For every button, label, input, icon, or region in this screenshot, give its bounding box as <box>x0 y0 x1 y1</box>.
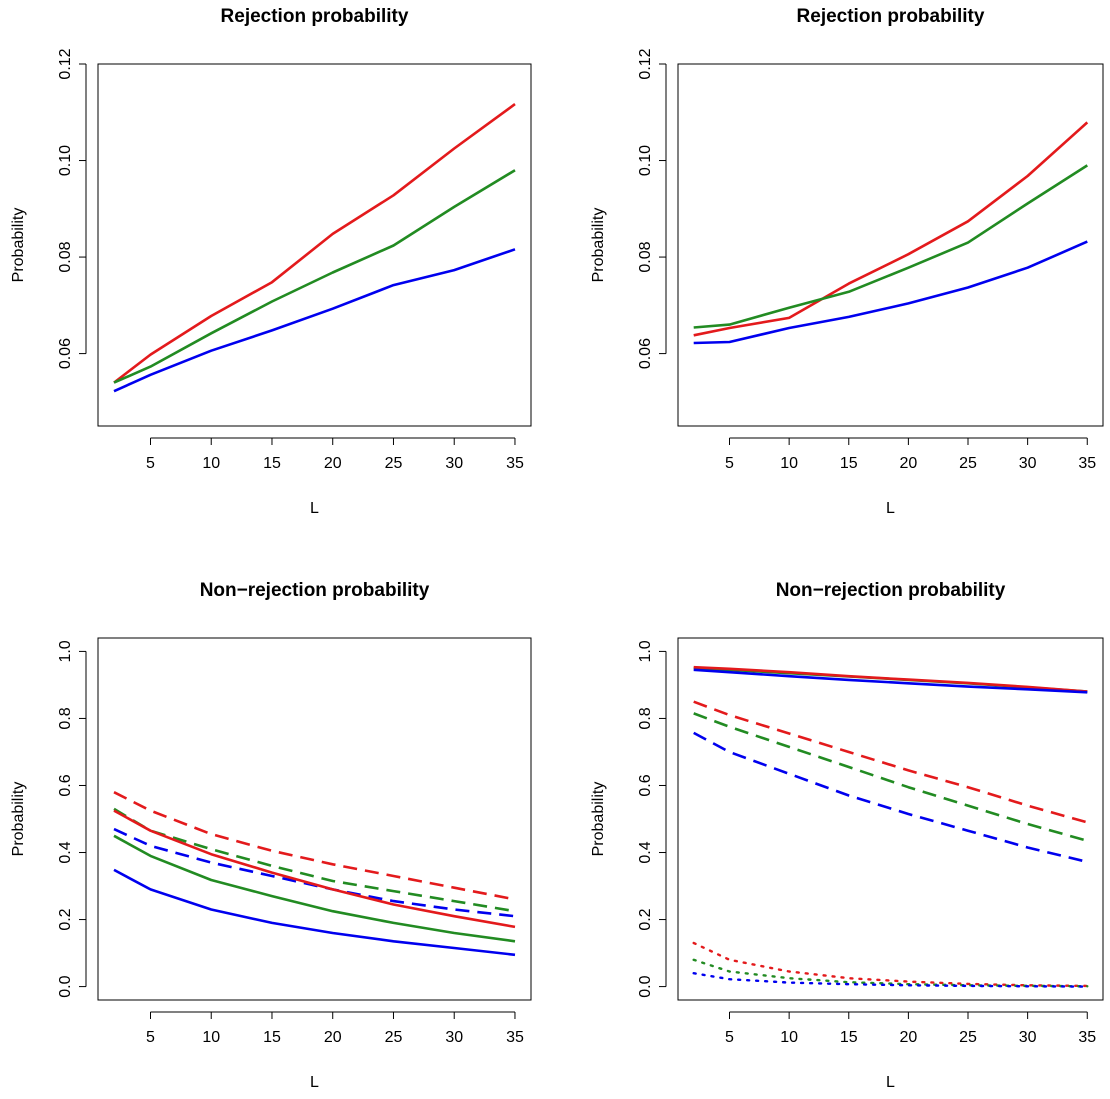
y-tick-label: 0.10 <box>637 145 654 176</box>
x-axis-label: L <box>310 500 319 517</box>
series-line-6-solid <box>113 868 516 957</box>
x-tick-label: 30 <box>445 1029 463 1046</box>
y-tick-label: 0.8 <box>637 707 654 729</box>
x-tick-label: 5 <box>146 1029 155 1046</box>
plot-frame <box>97 637 532 1001</box>
series-line-4-solid <box>113 809 516 929</box>
x-tick-label: 5 <box>725 1029 734 1046</box>
y-axis-label: Probability <box>590 782 607 857</box>
panel-title: Rejection probability <box>797 6 985 27</box>
x-axis-label: L <box>886 500 895 517</box>
panel-title: Rejection probability <box>221 6 409 27</box>
x-tick-label: 20 <box>899 455 917 472</box>
y-tick-label: 0.8 <box>57 707 74 729</box>
x-tick-label: 10 <box>202 455 220 472</box>
plot-frame <box>677 637 1104 1001</box>
y-tick-label: 0.0 <box>57 975 74 997</box>
series-line-2-solid <box>113 169 516 384</box>
y-tick-label: 0.10 <box>57 145 74 176</box>
x-tick-label: 5 <box>725 455 734 472</box>
panel-title: Non−rejection probability <box>776 580 1006 601</box>
x-tick-label: 30 <box>445 455 463 472</box>
x-tick-label: 15 <box>263 455 281 472</box>
x-tick-label: 20 <box>324 455 342 472</box>
y-axis-label: Probability <box>590 208 607 283</box>
x-tick-label: 30 <box>1019 455 1037 472</box>
x-tick-label: 10 <box>780 455 798 472</box>
x-tick-label: 30 <box>1019 1029 1037 1046</box>
series-line-3-solid <box>113 248 516 393</box>
x-tick-label: 35 <box>1078 1029 1096 1046</box>
series-line-7-dotted <box>692 941 1089 988</box>
y-tick-label: 0.2 <box>637 908 654 930</box>
x-tick-label: 20 <box>899 1029 917 1046</box>
series-line-9-dotted <box>692 972 1089 988</box>
series-line-2-solid <box>693 164 1088 329</box>
y-tick-label: 0.12 <box>57 48 74 79</box>
y-tick-label: 0.6 <box>57 774 74 796</box>
series-line-5-solid <box>113 834 516 943</box>
x-tick-label: 25 <box>385 455 403 472</box>
series-line-3-solid <box>693 668 1088 694</box>
series-line-6-dashed <box>693 731 1088 864</box>
panel-title: Non−rejection probability <box>200 580 430 601</box>
series-line-3-dashed <box>113 827 516 918</box>
x-tick-label: 10 <box>202 1029 220 1046</box>
x-tick-label: 35 <box>506 1029 524 1046</box>
x-tick-label: 25 <box>959 455 977 472</box>
series-line-1-dashed <box>113 791 516 901</box>
x-tick-label: 15 <box>840 455 858 472</box>
chart-panel-2: Rejection probability 5 10 15 20 25 30 35 0.06 0.… <box>590 6 1104 517</box>
x-tick-label: 20 <box>324 1029 342 1046</box>
x-tick-label: 25 <box>385 1029 403 1046</box>
chart-panel-3: Non−rejection probability 5 10 15 20 25 30 35 0.… <box>10 580 532 1091</box>
y-axis-label: Probability <box>10 782 27 857</box>
series-line-4-dashed <box>693 700 1088 824</box>
x-axis-label: L <box>310 1074 319 1091</box>
x-tick-label: 35 <box>1078 455 1096 472</box>
y-axis-label: Probability <box>10 208 27 283</box>
y-tick-label: 0.4 <box>57 841 74 863</box>
y-tick-label: 0.08 <box>57 241 74 272</box>
y-tick-label: 0.08 <box>637 241 654 272</box>
series-line-1-solid <box>693 121 1089 337</box>
x-tick-label: 15 <box>263 1029 281 1046</box>
y-tick-label: 0.6 <box>637 774 654 796</box>
chart-panel-1: Rejection probability 5 10 15 20 25 30 35 0.06 0.… <box>10 6 532 517</box>
y-tick-label: 0.06 <box>637 338 654 369</box>
chart-panel-4: Non−rejection probability 5 10 15 20 25 30 35 0.… <box>590 580 1104 1091</box>
x-tick-label: 25 <box>959 1029 977 1046</box>
plot-frame <box>97 63 532 427</box>
y-tick-label: 0.12 <box>637 48 654 79</box>
y-tick-label: 0.4 <box>637 841 654 863</box>
series-line-3-solid <box>693 240 1088 345</box>
y-tick-label: 1.0 <box>57 640 74 662</box>
x-tick-label: 10 <box>780 1029 798 1046</box>
y-tick-label: 0.06 <box>57 338 74 369</box>
plot-frame <box>677 63 1104 427</box>
series-line-2-solid <box>693 665 1088 693</box>
x-axis-label: L <box>886 1074 895 1091</box>
x-tick-label: 5 <box>146 455 155 472</box>
x-tick-label: 35 <box>506 455 524 472</box>
y-tick-label: 0.2 <box>57 908 74 930</box>
series-line-5-dashed <box>693 712 1088 843</box>
series-line-1-solid <box>113 103 516 384</box>
x-tick-label: 15 <box>840 1029 858 1046</box>
series-line-2-dashed <box>113 807 516 913</box>
y-tick-label: 1.0 <box>637 640 654 662</box>
y-tick-label: 0.0 <box>637 975 654 997</box>
